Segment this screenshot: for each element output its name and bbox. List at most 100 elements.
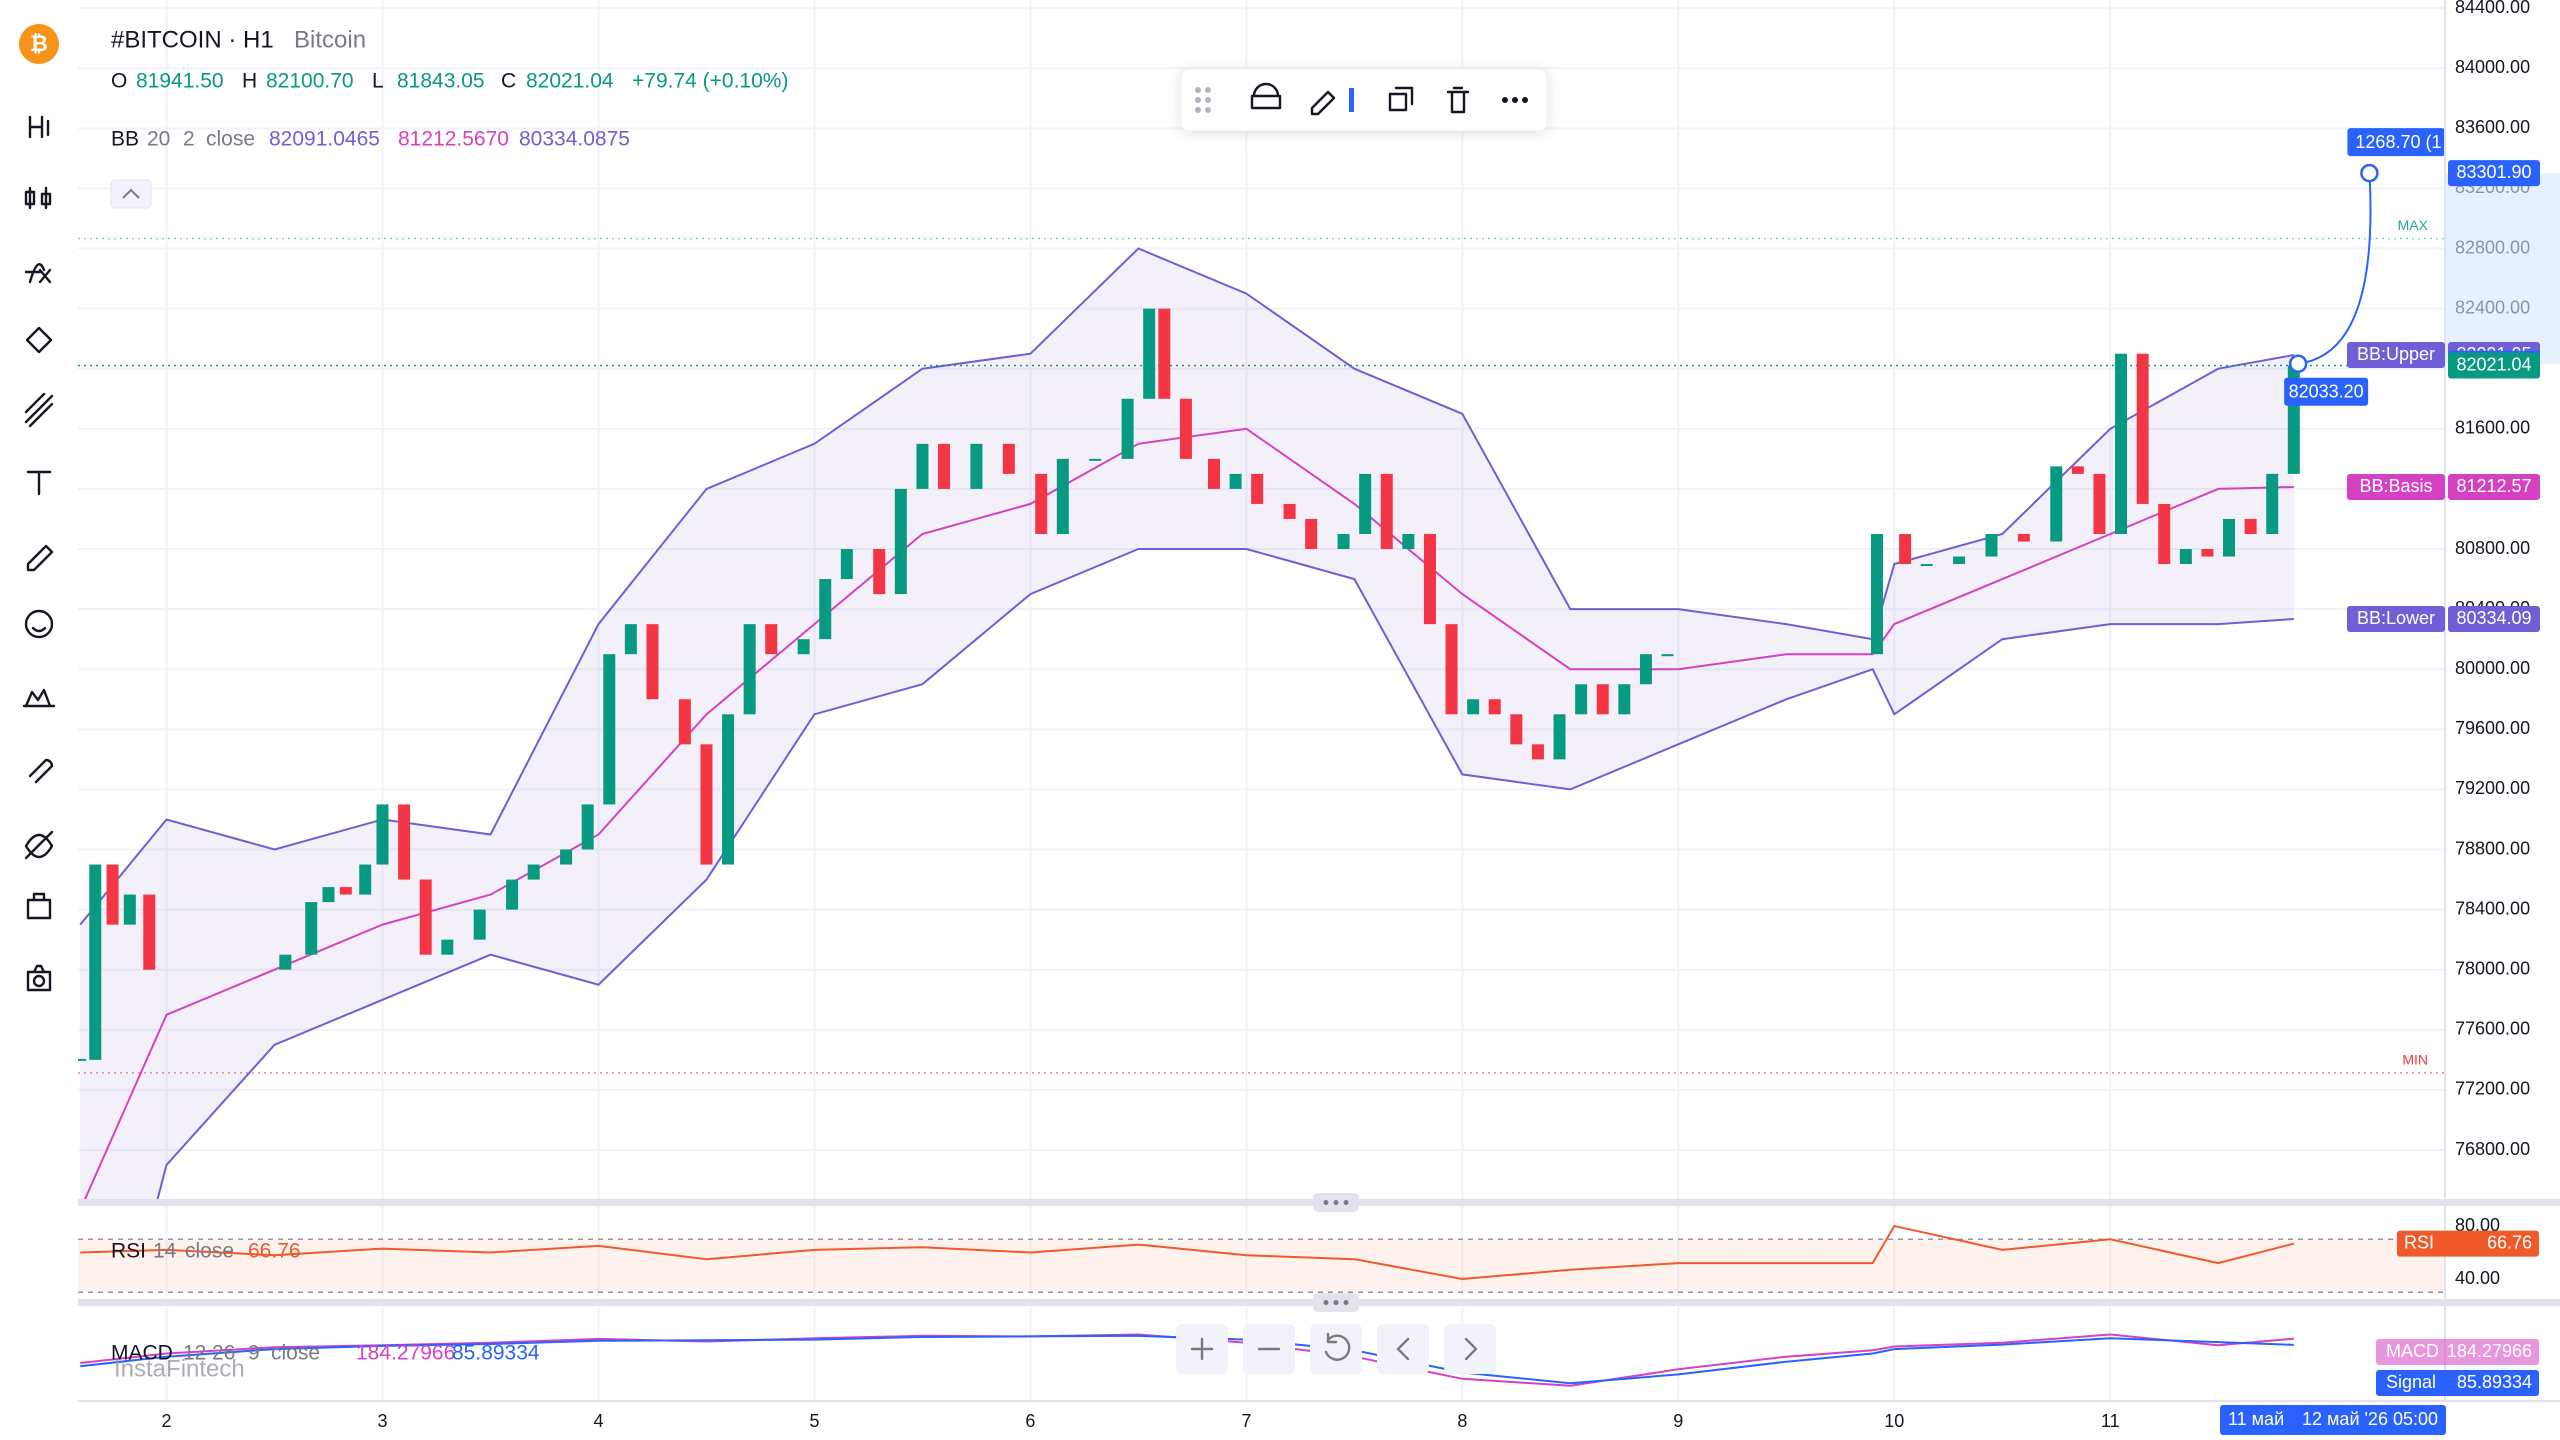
reference-label: MIN bbox=[2402, 1052, 2428, 1068]
macd-badge bbox=[2376, 1370, 2539, 1396]
nav-icons[interactable] bbox=[1176, 1324, 1496, 1374]
symbol-description: Bitcoin bbox=[294, 26, 366, 53]
candle-body bbox=[1283, 503, 1296, 519]
candle-body bbox=[376, 804, 389, 865]
ohlc-value: 81941.50 bbox=[136, 70, 224, 93]
collapse-icon bbox=[122, 188, 140, 199]
series-badge-label: BB:Upper bbox=[2357, 344, 2435, 364]
y-tick-label: 80000.00 bbox=[2455, 658, 2530, 678]
symbol[interactable]: #BITCOIN · H1 bbox=[111, 26, 274, 53]
candle-body bbox=[1510, 714, 1523, 745]
ohlc-value: 82021.04 bbox=[526, 70, 614, 93]
candle-body bbox=[1467, 699, 1480, 715]
candle-body bbox=[646, 624, 659, 700]
candle-body bbox=[2017, 533, 2030, 542]
candle-body bbox=[1207, 458, 1220, 489]
candle-body bbox=[1618, 684, 1631, 715]
drawing-handle[interactable] bbox=[2360, 163, 2379, 183]
handle-dot bbox=[1333, 1200, 1339, 1205]
drawing-handle[interactable] bbox=[2288, 354, 2308, 373]
indicator-value: 80334.0875 bbox=[519, 128, 630, 151]
candle-body bbox=[1035, 473, 1048, 534]
indicator-value: 184.27966 bbox=[356, 1342, 455, 1365]
price-badge bbox=[2448, 352, 2540, 379]
indicator-param: close bbox=[271, 1342, 320, 1365]
candle-body bbox=[840, 549, 853, 580]
nav-buttons bbox=[1176, 1324, 1496, 1374]
candle-body bbox=[970, 443, 983, 489]
x-tick-label: 9 bbox=[1673, 1411, 1683, 1431]
drag-handle[interactable] bbox=[1195, 87, 1211, 113]
candle-body bbox=[1639, 654, 1652, 685]
candle-body bbox=[1953, 556, 1966, 565]
x-tick-label: 8 bbox=[1457, 1411, 1467, 1431]
drawing-label: 1268.70 (1 bbox=[2355, 132, 2441, 152]
handle-dot bbox=[1333, 1300, 1339, 1305]
y-tick-label: 77600.00 bbox=[2455, 1019, 2530, 1039]
more-button[interactable] bbox=[1502, 97, 1528, 103]
macd-badge-value: 85.89334 bbox=[2457, 1372, 2532, 1392]
candle-body bbox=[1056, 458, 1069, 534]
indicator-value: 85.89334 bbox=[452, 1342, 540, 1365]
reference-label: MAX bbox=[2398, 217, 2429, 233]
candle-body bbox=[916, 443, 929, 489]
tool-icons[interactable] bbox=[22, 115, 56, 992]
symbol-logo[interactable] bbox=[19, 24, 59, 64]
candle-body bbox=[441, 939, 454, 955]
ohlc-value: 82100.70 bbox=[266, 70, 354, 93]
toolbar-icons[interactable] bbox=[1250, 82, 1470, 116]
logo-glyph: ₿ bbox=[30, 31, 48, 56]
candle-body bbox=[1121, 398, 1134, 459]
candle-body bbox=[938, 443, 951, 489]
left-toolbar: ₿ bbox=[0, 0, 78, 1440]
candle-body bbox=[743, 624, 756, 715]
macd-badge bbox=[2376, 1339, 2539, 1365]
rsi-badge-name: RSI bbox=[2404, 1232, 2434, 1252]
y-tick-label: 84400.00 bbox=[2455, 0, 2530, 17]
candle-body bbox=[819, 579, 832, 640]
candle-body bbox=[2115, 353, 2128, 534]
drawing-label: 82033.20 bbox=[2289, 381, 2364, 401]
x-tick-label: 2 bbox=[162, 1411, 172, 1431]
x-tick-label: 7 bbox=[1241, 1411, 1251, 1431]
series-badge bbox=[2347, 474, 2445, 501]
handle-dot bbox=[1343, 1200, 1349, 1205]
handle-dot bbox=[1323, 1200, 1329, 1205]
candle-body bbox=[1985, 533, 1998, 557]
y-tick-label: 76800.00 bbox=[2455, 1139, 2530, 1159]
candle-body bbox=[1337, 533, 1350, 550]
indicator-name[interactable]: BB bbox=[111, 128, 139, 151]
price-badge bbox=[2448, 160, 2540, 187]
indicator-param: close bbox=[206, 128, 255, 151]
candle-body bbox=[527, 864, 540, 880]
candle-body bbox=[1531, 744, 1544, 760]
drawing-toolbar bbox=[1180, 68, 1548, 132]
candle-body bbox=[700, 744, 713, 865]
drawing-label-bg bbox=[2284, 377, 2369, 406]
candle-body bbox=[106, 864, 119, 925]
drawing-arrow bbox=[2298, 173, 2372, 365]
handle-dot bbox=[1323, 1300, 1329, 1305]
drawing-label-bg bbox=[2347, 128, 2445, 157]
candle-body bbox=[2179, 549, 2192, 565]
time-badge-label: 12 май '26 05:00 bbox=[2302, 1409, 2438, 1429]
series-badge-label: BB:Basis bbox=[2359, 476, 2432, 496]
rsi-badge bbox=[2397, 1230, 2539, 1257]
time-badge bbox=[2220, 1405, 2446, 1435]
y-tick-label: 80800.00 bbox=[2455, 538, 2530, 558]
candle-body bbox=[1251, 473, 1264, 504]
candle-body bbox=[678, 699, 691, 745]
series-badge bbox=[2347, 342, 2445, 369]
candle-body bbox=[1179, 398, 1192, 459]
color-swatch[interactable] bbox=[1349, 88, 1354, 112]
candle-body bbox=[2093, 473, 2106, 534]
candle-body bbox=[722, 714, 735, 865]
collapse-button[interactable] bbox=[110, 179, 152, 209]
indicator-name[interactable]: RSI bbox=[111, 1240, 146, 1263]
candle-body bbox=[1445, 624, 1458, 715]
legend: #BITCOIN · H1 Bitcoin O 81941.50 H 82100… bbox=[110, 26, 788, 209]
indicator-name[interactable]: MACD bbox=[111, 1342, 173, 1365]
candle-body bbox=[1002, 443, 1015, 474]
candle-body bbox=[2244, 518, 2257, 534]
candle-body bbox=[2136, 353, 2149, 504]
